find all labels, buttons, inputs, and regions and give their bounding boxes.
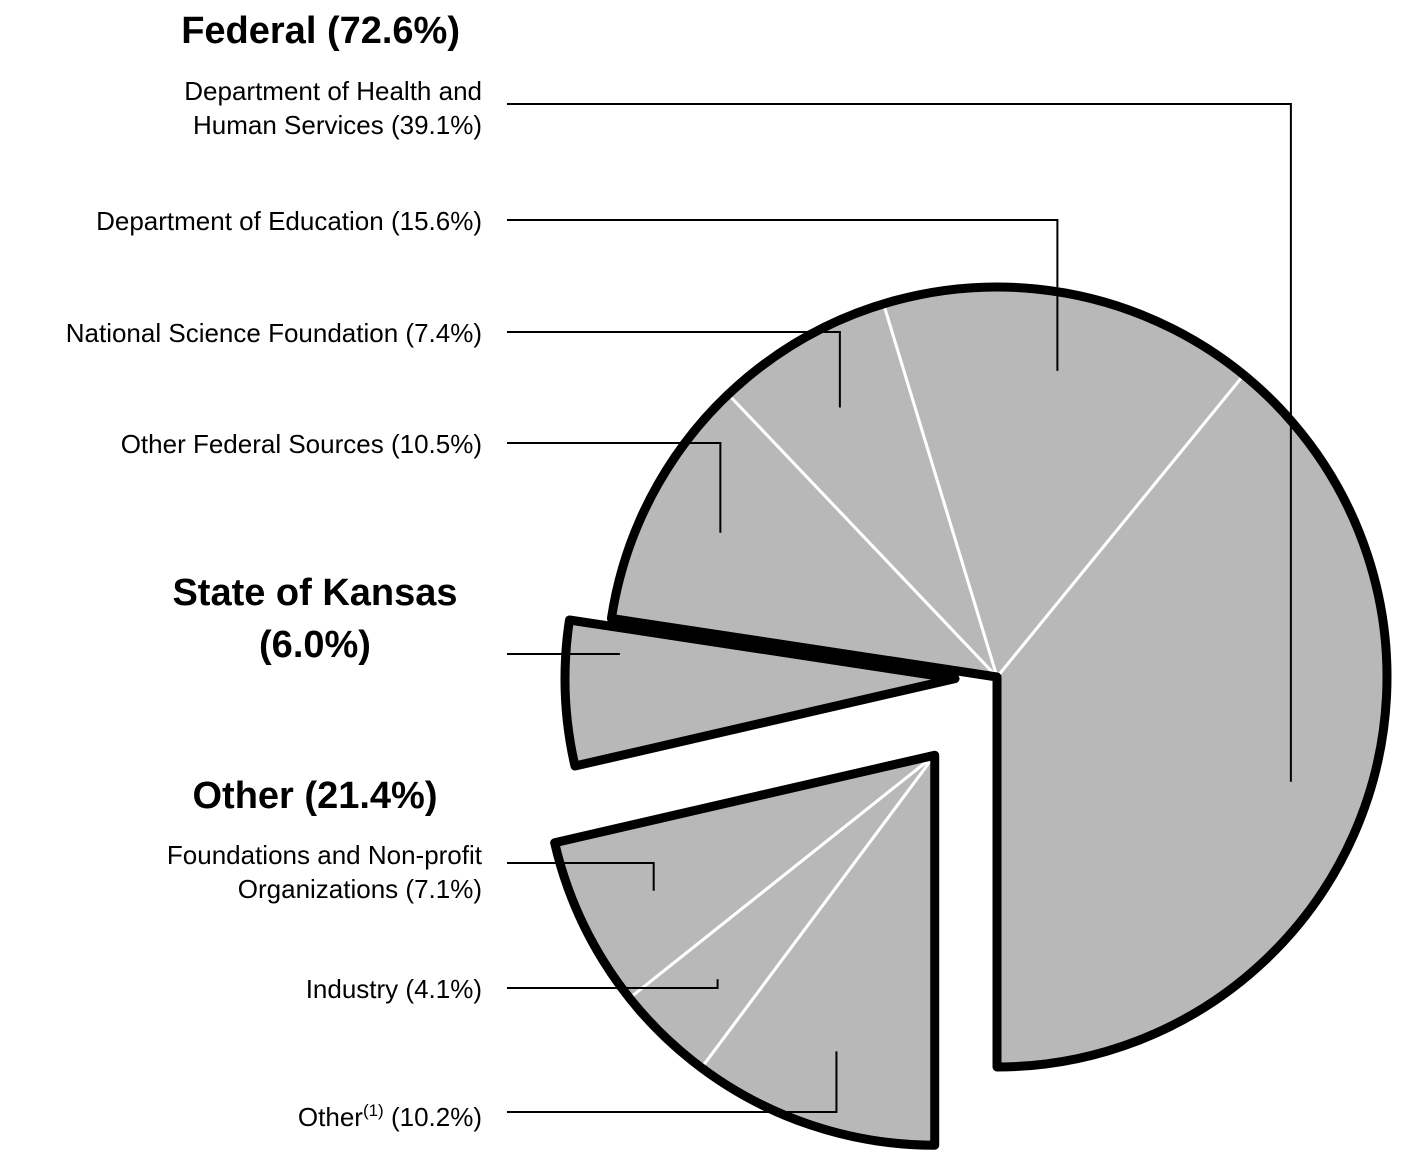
group-title: State of Kansas (6.0%) [150,567,480,671]
group-value: (72.6%) [326,10,460,52]
group-value: (21.4%) [304,775,438,817]
label-value: (39.1%) [390,110,482,140]
leader-line [507,103,1292,782]
slice [560,615,960,771]
group-outline [606,282,1392,1072]
label-value: (7.1%) [405,874,482,904]
label-name: Department of Education [96,206,384,236]
slice-label: National Science Foundation (7.4%) [2,316,482,350]
label-note: (1) [362,1101,384,1120]
label-value: (7.4%) [405,318,482,348]
label-name: Other [297,1102,363,1132]
leader-line [507,331,841,408]
slice-label: Industry (4.1%) [12,972,482,1006]
group-name: State of Kansas [172,572,458,614]
group-outline [550,750,940,1150]
label-name: Department of Health and Human Services [184,76,482,140]
slice-label: Other(1) (10.2%) [12,1094,482,1134]
slice-label: Other Federal Sources (10.5%) [12,427,482,461]
label-name: Industry [305,974,399,1004]
group-title: Federal (72.6%) [0,5,460,57]
group-value: (6.0%) [259,624,371,666]
label-name: National Science Foundation [65,318,399,348]
leader-line [507,442,722,533]
label-value: (10.2%) [390,1102,482,1132]
leader-line [507,979,719,989]
leader-line [507,219,1059,371]
slice-label: Department of Education (15.6%) [12,204,482,238]
group-title: Other (21.4%) [150,770,480,822]
label-value: (10.5%) [390,429,482,459]
label-name: Other Federal Sources [120,429,384,459]
slice-label: Department of Health and Human Services … [122,74,482,142]
label-name: Foundations and Non-profit Organizations [166,840,482,904]
group-name: Federal [181,10,317,52]
leader-line [507,1051,838,1113]
label-value: (4.1%) [405,974,482,1004]
label-value: (15.6%) [390,206,482,236]
group-name: Other [192,775,294,817]
slice-label: Foundations and Non-profit Organizations… [102,838,482,906]
